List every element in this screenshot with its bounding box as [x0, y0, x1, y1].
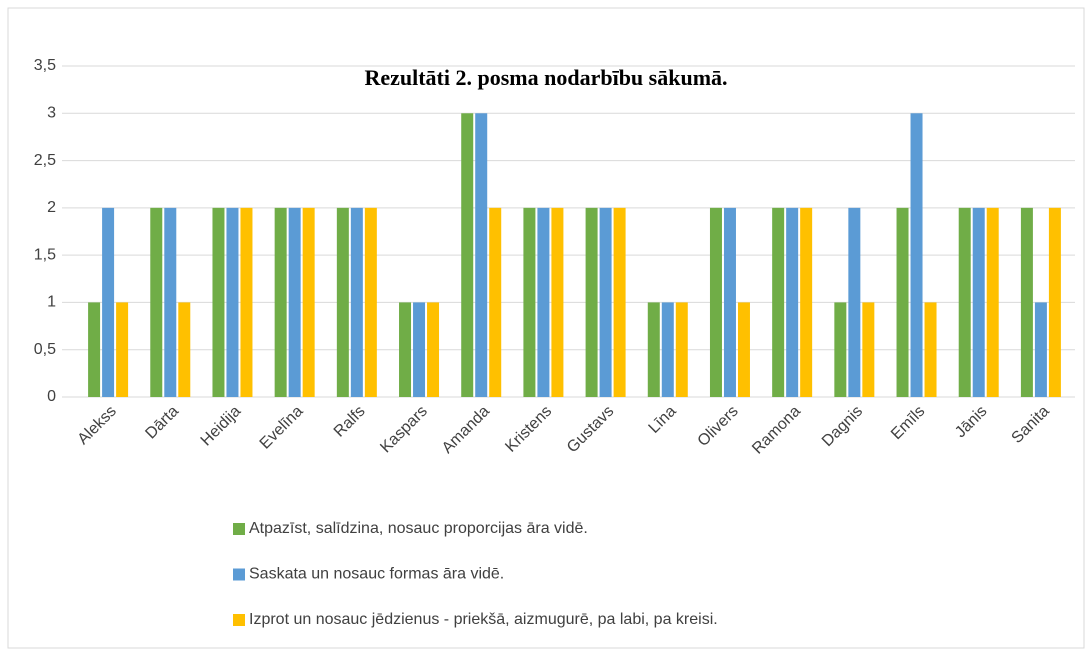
legend-swatch: [233, 523, 245, 535]
bar: [910, 113, 923, 398]
bar: [88, 302, 101, 397]
bar: [675, 302, 688, 397]
bar: [661, 302, 674, 397]
bar: [212, 207, 225, 397]
bar: [896, 207, 909, 397]
bar: [461, 113, 474, 398]
bar: [1048, 207, 1061, 397]
y-tick-label: 1: [47, 294, 56, 311]
bar: [986, 207, 999, 397]
bar: [862, 302, 875, 397]
bar: [613, 207, 626, 397]
bar: [427, 302, 440, 397]
y-tick-label: 3: [47, 105, 56, 122]
bar: [551, 207, 564, 397]
bar: [336, 207, 349, 397]
bar: [786, 207, 799, 397]
bar: [350, 207, 363, 397]
bar: [848, 207, 861, 397]
y-tick-label: 2,5: [34, 152, 56, 169]
bar: [489, 207, 502, 397]
y-tick-label: 0,5: [34, 341, 56, 358]
bar: [647, 302, 660, 397]
bar: [958, 207, 971, 397]
bar: [164, 207, 177, 397]
bar: [709, 207, 722, 397]
bar: [585, 207, 598, 397]
bar: [102, 207, 115, 397]
y-tick-label: 2: [47, 199, 56, 216]
chart-title: Rezultāti 2. posma nodarbību sākumā.: [364, 65, 727, 90]
bar: [772, 207, 785, 397]
bar: [226, 207, 239, 397]
bar: [737, 302, 750, 397]
y-tick-label: 0: [47, 388, 56, 405]
bar: [972, 207, 985, 397]
bar: [800, 207, 813, 397]
bar: [364, 207, 377, 397]
bar: [150, 207, 163, 397]
bar: [523, 207, 536, 397]
bar: [924, 302, 937, 397]
bar: [1034, 302, 1047, 397]
y-tick-label: 3,5: [34, 57, 56, 74]
bar: [475, 113, 488, 398]
bar: [240, 207, 253, 397]
bar: [274, 207, 287, 397]
legend-swatch: [233, 568, 245, 581]
legend-label: Izprot un nosauc jēdzienus - priekšā, ai…: [249, 611, 718, 628]
bar: [834, 302, 847, 397]
bar: [1020, 207, 1033, 397]
bar: [399, 302, 412, 397]
bar: [723, 207, 736, 397]
bar: [302, 207, 315, 397]
bar: [116, 302, 129, 397]
y-tick-label: 1,5: [34, 246, 56, 263]
bar: [413, 302, 426, 397]
bar: [288, 207, 301, 397]
legend-label: Saskata un nosauc formas āra vidē.: [249, 566, 504, 583]
legend-label: Atpazīst, salīdzina, nosauc proporcijas …: [249, 520, 588, 537]
bar: [599, 207, 612, 397]
bar: [537, 207, 550, 397]
bar: [178, 302, 191, 397]
legend-swatch: [233, 614, 245, 626]
